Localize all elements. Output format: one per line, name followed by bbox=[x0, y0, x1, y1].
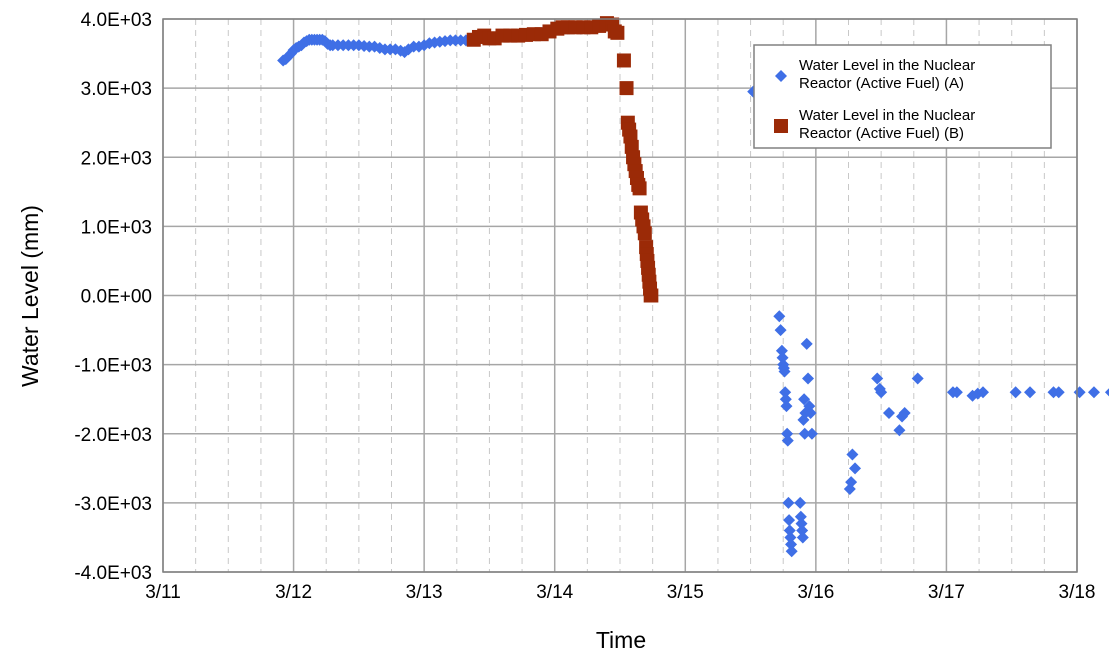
data-point bbox=[778, 365, 791, 378]
data-point bbox=[794, 496, 807, 509]
series-a bbox=[277, 22, 1109, 558]
data-point bbox=[773, 310, 786, 323]
y-tick-label: -2.0E+03 bbox=[74, 425, 152, 446]
x-tick-label: 3/16 bbox=[797, 582, 834, 603]
x-tick-label: 3/17 bbox=[928, 582, 965, 603]
legend-marker bbox=[774, 119, 788, 133]
data-point bbox=[976, 386, 989, 399]
data-point bbox=[779, 386, 792, 399]
data-point bbox=[845, 476, 858, 489]
legend-marker bbox=[775, 70, 787, 82]
y-tick-label: 4.0E+03 bbox=[81, 10, 152, 31]
data-point bbox=[911, 372, 924, 385]
data-point bbox=[616, 53, 631, 68]
data-point bbox=[795, 517, 808, 530]
data-point bbox=[796, 524, 809, 537]
data-point bbox=[871, 372, 884, 385]
data-point bbox=[796, 531, 809, 544]
tick-labels: 3/11 3/12 3/13 3/14 3/15 3/16 3/17 3/18 4.0E+03 3… bbox=[74, 10, 1095, 603]
data-point bbox=[781, 434, 794, 447]
data-point bbox=[846, 448, 859, 461]
y-tick-label: 1.0E+03 bbox=[81, 217, 152, 238]
data-point bbox=[805, 427, 818, 440]
legend-label: Water Level in the Nuclear bbox=[799, 107, 975, 124]
legend-label: Reactor (Active Fuel) (B) bbox=[799, 125, 964, 142]
data-point bbox=[1073, 386, 1086, 399]
data-point bbox=[794, 510, 807, 523]
x-tick-label: 3/14 bbox=[536, 582, 573, 603]
x-tick-label: 3/18 bbox=[1059, 582, 1096, 603]
data-point bbox=[798, 427, 811, 440]
x-tick-label: 3/11 bbox=[145, 582, 181, 603]
data-point bbox=[898, 407, 911, 420]
data-point bbox=[784, 531, 797, 544]
data-point bbox=[776, 351, 789, 364]
data-point bbox=[802, 372, 815, 385]
data-point bbox=[893, 424, 906, 437]
x-tick-label: 3/15 bbox=[667, 582, 704, 603]
data-point bbox=[800, 337, 813, 350]
legend-box bbox=[753, 44, 1052, 149]
data-point bbox=[619, 81, 634, 96]
series-b bbox=[466, 16, 659, 303]
data-point bbox=[849, 462, 862, 475]
data-point bbox=[1087, 386, 1100, 399]
x-tick-label: 3/12 bbox=[275, 582, 312, 603]
data-point bbox=[632, 181, 647, 196]
legend-label: Reactor (Active Fuel) (A) bbox=[799, 75, 964, 92]
data-point bbox=[783, 514, 796, 527]
data-point bbox=[1023, 386, 1036, 399]
y-tick-label: 0.0E+00 bbox=[81, 287, 152, 308]
data-point bbox=[1009, 386, 1022, 399]
data-point bbox=[882, 407, 895, 420]
data-point bbox=[775, 344, 788, 357]
data-point bbox=[774, 324, 787, 337]
series-layer bbox=[277, 16, 1109, 558]
y-tick-label: -4.0E+03 bbox=[74, 563, 152, 584]
data-point bbox=[779, 393, 792, 406]
data-point bbox=[1104, 388, 1109, 397]
data-point bbox=[785, 545, 798, 558]
data-point bbox=[782, 496, 795, 509]
data-point bbox=[950, 386, 963, 399]
data-point bbox=[610, 25, 625, 40]
x-tick-label: 3/13 bbox=[406, 582, 443, 603]
y-tick-label: 3.0E+03 bbox=[81, 79, 152, 100]
plot-area bbox=[162, 18, 1078, 573]
data-point bbox=[798, 393, 811, 406]
data-point bbox=[783, 524, 796, 537]
y-tick-label: -1.0E+03 bbox=[74, 356, 152, 377]
data-point bbox=[1052, 386, 1065, 399]
data-point bbox=[637, 226, 652, 241]
data-point bbox=[785, 538, 798, 551]
data-point bbox=[804, 407, 817, 420]
data-point bbox=[875, 386, 888, 399]
y-tick-label: 2.0E+03 bbox=[81, 148, 152, 169]
data-point bbox=[644, 288, 659, 303]
x-axis-title: Time bbox=[596, 627, 646, 653]
y-axis-title: Water Level (mm) bbox=[17, 205, 43, 387]
y-tick-label: -3.0E+03 bbox=[74, 494, 152, 515]
data-point bbox=[781, 427, 794, 440]
legend-label: Water Level in the Nuclear bbox=[799, 57, 975, 74]
data-point bbox=[780, 400, 793, 413]
